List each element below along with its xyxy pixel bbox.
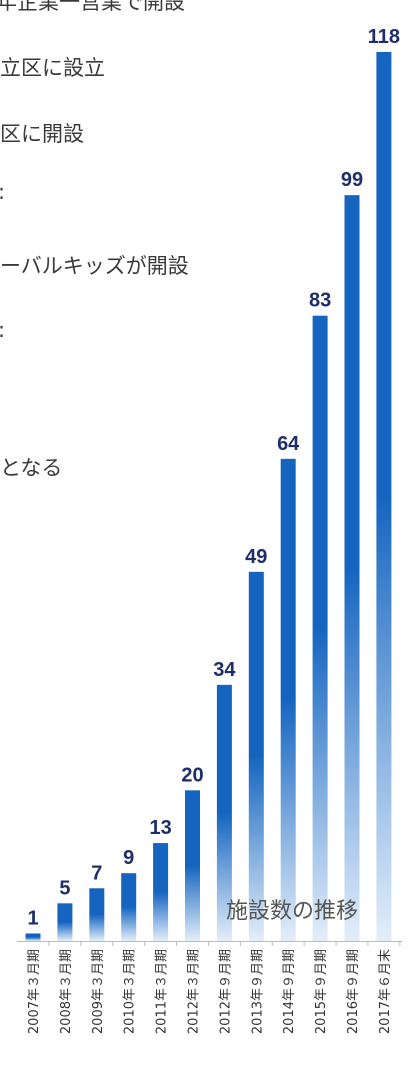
value-label-7: 34 (213, 659, 236, 681)
background-text-3: 区に開設 (0, 122, 84, 146)
category-label-9: 2014年９月期 (282, 949, 297, 1034)
bar-8 (248, 571, 264, 941)
value-label-2: 5 (59, 877, 70, 899)
value-label-6: 20 (181, 764, 203, 786)
value-label-11: 99 (341, 169, 363, 191)
value-label-5: 13 (149, 817, 171, 839)
background-text-4: ーバルキッズが開設 (0, 254, 189, 278)
category-label-10: 2015年９月期 (314, 949, 329, 1034)
value-label-4: 9 (123, 847, 134, 869)
bar-4 (121, 873, 137, 941)
category-label-1: 2007年３月期 (27, 949, 42, 1034)
bar-1 (25, 933, 41, 941)
background-text-1: 年企業一営業で開設 (0, 0, 185, 14)
background-text-fragment-2: : (0, 318, 5, 342)
bar-10 (312, 315, 328, 942)
value-label-3: 7 (91, 862, 102, 884)
value-label-8: 49 (245, 546, 267, 568)
value-label-1: 1 (27, 907, 38, 929)
category-label-11: 2016年９月期 (346, 949, 361, 1034)
category-label-5: 2011年３月期 (155, 949, 170, 1034)
bar-12 (376, 52, 392, 941)
category-label-4: 2010年３月期 (123, 949, 138, 1034)
value-label-9: 64 (277, 433, 300, 455)
bar-3 (89, 888, 105, 941)
bar-9 (280, 458, 296, 941)
category-label-2: 2008年３月期 (59, 949, 74, 1034)
background-text-fragment-1: : (0, 180, 5, 204)
background-text-5: となる (0, 456, 63, 480)
bar-5 (153, 843, 169, 941)
chart-title: 施設数の推移 (226, 899, 359, 924)
background-text-2: 立区に設立 (0, 56, 105, 80)
bar-11 (344, 195, 360, 942)
category-label-7: 2012年９月期 (218, 949, 233, 1034)
value-label-10: 83 (309, 290, 331, 312)
category-label-8: 2013年９月期 (250, 949, 265, 1034)
bar-2 (57, 903, 73, 941)
category-label-12: 2017年６月末 (378, 949, 393, 1034)
category-label-6: 2012年３月期 (187, 949, 202, 1034)
bar-6 (185, 790, 200, 941)
category-label-3: 2009年３月期 (91, 949, 106, 1034)
bar-7 (216, 684, 232, 941)
value-label-12: 118 (368, 26, 400, 48)
